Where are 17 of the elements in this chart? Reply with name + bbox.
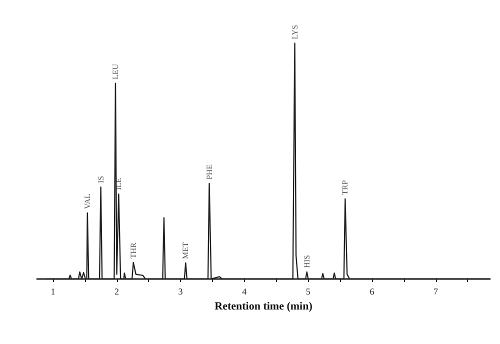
annotation: MET bbox=[181, 242, 190, 259]
annotation: PHE bbox=[204, 164, 214, 180]
x-tick-label: 2 bbox=[114, 286, 120, 296]
annotation: VAL bbox=[82, 193, 92, 209]
annotation: THR bbox=[128, 242, 138, 258]
x-tick-label: 3 bbox=[178, 286, 184, 296]
x-tick-label: 7 bbox=[434, 286, 439, 296]
annotation: TRP bbox=[340, 180, 350, 195]
x-tick-label: 6 bbox=[370, 286, 375, 296]
annotation: HIS bbox=[302, 255, 312, 268]
x-tick-label: 4 bbox=[242, 286, 248, 296]
x-tick-label: 5 bbox=[306, 286, 311, 296]
x-axis-title: Retention time (min) bbox=[214, 300, 313, 312]
annotation: LEU bbox=[110, 64, 120, 80]
x-tick-label: 1 bbox=[50, 286, 56, 296]
annotation: IS bbox=[96, 176, 106, 184]
annotation: LYS bbox=[290, 24, 300, 40]
